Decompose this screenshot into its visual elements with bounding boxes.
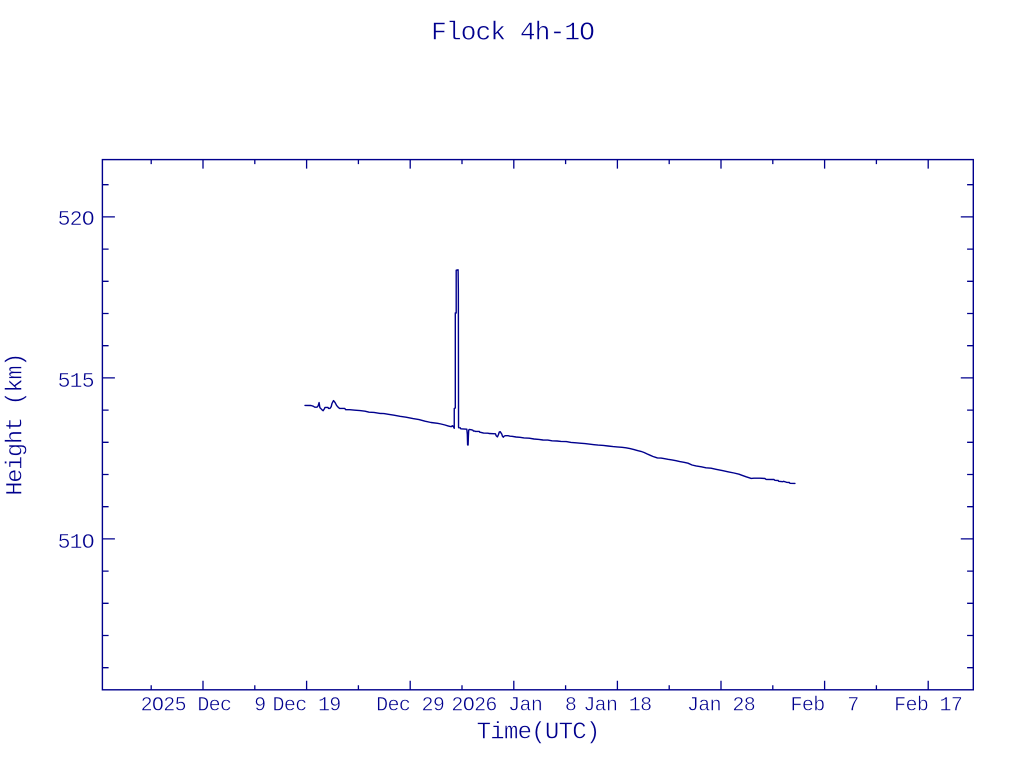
svg-text:Feb 17: Feb 17 bbox=[894, 694, 962, 717]
svg-text:Dec 29: Dec 29 bbox=[376, 694, 444, 717]
svg-text:Jan 28: Jan 28 bbox=[687, 694, 755, 717]
svg-text:51O: 51O bbox=[58, 531, 94, 555]
svg-text:Feb 7: Feb 7 bbox=[791, 694, 859, 717]
svg-text:52O: 52O bbox=[58, 208, 94, 232]
svg-text:Dec 19: Dec 19 bbox=[273, 694, 341, 717]
svg-text:Jan 18: Jan 18 bbox=[583, 694, 651, 717]
svg-text:Time(UTC): Time(UTC) bbox=[477, 719, 600, 746]
svg-text:Flock 4h-1O: Flock 4h-1O bbox=[431, 18, 594, 48]
svg-text:2O25 Dec 9: 2O25 Dec 9 bbox=[141, 694, 266, 717]
svg-text:515: 515 bbox=[58, 370, 94, 394]
svg-text:Height (km): Height (km) bbox=[3, 354, 30, 496]
svg-text:2O26 Jan 8: 2O26 Jan 8 bbox=[451, 694, 576, 717]
